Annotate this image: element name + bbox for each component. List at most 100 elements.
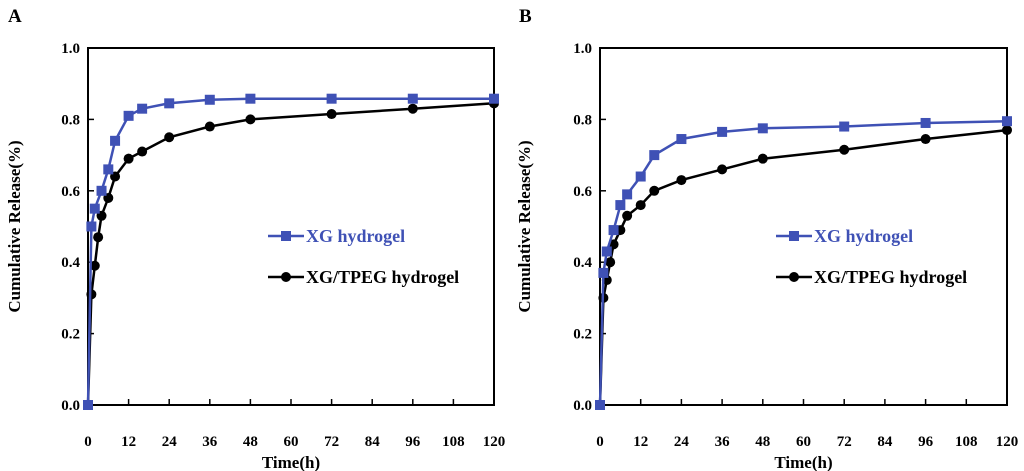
data-point (123, 153, 134, 164)
legend-marker (789, 231, 799, 241)
y-tick-label: 0.2 (61, 327, 80, 343)
data-point (622, 210, 633, 221)
panel-label: A (8, 6, 22, 27)
data-point (164, 98, 175, 109)
y-tick-label: 0.6 (61, 184, 80, 200)
y-tick-label: 0.0 (61, 398, 80, 414)
data-point (89, 203, 100, 214)
x-tick-label: 36 (715, 434, 731, 450)
data-point (717, 126, 728, 137)
data-point (635, 200, 646, 211)
data-point (757, 153, 768, 164)
data-point (649, 185, 660, 196)
x-tick-label: 84 (877, 434, 893, 450)
data-point (1002, 116, 1012, 127)
data-point (93, 232, 104, 243)
data-point (204, 94, 215, 105)
y-tick-label: 0.8 (573, 112, 592, 128)
y-tick-label: 0.8 (61, 112, 80, 128)
data-point (83, 400, 93, 410)
x-tick-label: 96 (405, 434, 421, 450)
data-point (839, 144, 850, 155)
data-point (635, 171, 646, 182)
y-tick-label: 0.0 (573, 398, 592, 414)
legend: XG hydrogel XG/TPEG hydrogel (268, 226, 459, 287)
x-axis-title: Time(h) (774, 453, 832, 471)
legend-label: XG/TPEG hydrogel (306, 267, 459, 287)
x-tick-label: 12 (121, 434, 136, 450)
data-point (598, 267, 609, 278)
x-tick-label: 120 (483, 434, 506, 450)
legend-label: XG/TPEG hydrogel (814, 267, 967, 287)
y-axis-title: Cumulative Release(%) (5, 140, 24, 312)
legend: XG hydrogel XG/TPEG hydrogel (776, 226, 967, 287)
x-tick-label: 60 (284, 434, 299, 450)
chart-panel-a: A 0 12 24 36 48 60 72 84 96 108 120 0.0 0.2 0.4 0.6 0.8 1… (5, 6, 505, 471)
legend-marker (281, 272, 291, 282)
data-point (605, 257, 616, 268)
data-point (137, 146, 148, 157)
data-point (601, 246, 612, 257)
data-point (164, 132, 175, 143)
x-tick-label: 84 (365, 434, 381, 450)
x-tick-label: 24 (162, 434, 178, 450)
x-tick-label: 48 (243, 434, 258, 450)
data-point (489, 93, 499, 104)
y-tick-label: 0.2 (573, 327, 592, 343)
legend-label: XG hydrogel (814, 226, 913, 246)
data-point (920, 134, 931, 145)
y-tick-label: 1.0 (573, 41, 592, 57)
data-point (407, 93, 418, 104)
x-tick-label: 12 (633, 434, 648, 450)
data-point (615, 200, 626, 211)
y-tick-label: 0.4 (573, 255, 592, 271)
y-axis-title: Cumulative Release(%) (515, 140, 534, 312)
legend-marker (281, 231, 291, 241)
chart-panel-b: B 0 12 24 36 48 60 72 84 96 108 120 0.0 0.2 0.4 0.6 0.8 1… (515, 6, 1018, 471)
data-point (110, 135, 121, 146)
x-tick-label: 0 (596, 434, 604, 450)
x-tick-label: 72 (837, 434, 852, 450)
x-tick-label: 108 (955, 434, 978, 450)
data-point (920, 117, 931, 128)
x-tick-label: 72 (324, 434, 339, 450)
data-point (137, 103, 148, 114)
data-point (407, 103, 418, 114)
data-point (204, 121, 215, 132)
y-tick-label: 0.4 (61, 255, 80, 271)
data-point (839, 121, 850, 132)
data-point (649, 150, 660, 161)
x-tick-label: 96 (918, 434, 934, 450)
data-point (608, 225, 619, 236)
series-line (86, 97, 494, 406)
x-tick-label: 60 (796, 434, 811, 450)
y-tick-label: 0.6 (573, 184, 592, 200)
x-tick-label: 24 (674, 434, 690, 450)
data-point (96, 185, 107, 196)
data-point (326, 109, 337, 120)
plot-frame (87, 47, 495, 406)
legend-label: XG hydrogel (306, 226, 405, 246)
data-point (757, 123, 768, 134)
y-tick-label: 1.0 (61, 41, 80, 57)
data-point (245, 114, 256, 125)
data-point (103, 164, 114, 175)
data-point (676, 175, 687, 186)
x-tick-label: 120 (996, 434, 1019, 450)
x-tick-label: 48 (755, 434, 770, 450)
x-tick-label: 108 (442, 434, 465, 450)
panel-label: B (519, 6, 532, 27)
series-line (86, 102, 495, 406)
x-axis-title: Time(h) (262, 453, 320, 471)
data-point (326, 93, 337, 104)
plot-frame (599, 47, 1008, 406)
data-point (123, 110, 134, 121)
data-point (89, 260, 100, 271)
x-tick-label: 0 (84, 434, 92, 450)
data-point (595, 400, 605, 410)
data-point (717, 164, 728, 175)
series-line (598, 119, 1008, 406)
data-point (676, 134, 687, 145)
x-tick-label: 36 (202, 434, 218, 450)
